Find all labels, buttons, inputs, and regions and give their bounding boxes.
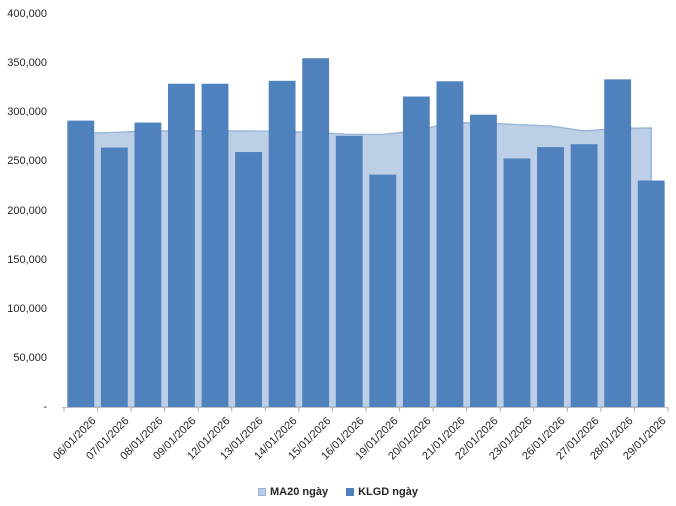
y-axis-label: 250,000	[7, 155, 47, 168]
volume-bar	[503, 158, 531, 407]
volume-bar	[637, 180, 665, 407]
volume-bar	[302, 58, 330, 408]
y-axis-label: 100,000	[7, 302, 47, 315]
volume-bar	[470, 114, 497, 408]
volume-bar	[201, 83, 229, 407]
volume-bar	[67, 120, 95, 407]
y-axis-label: 400,000	[7, 8, 47, 20]
volume-bar	[235, 152, 262, 407]
y-axis-label: 150,000	[7, 253, 47, 266]
volume-bar	[570, 144, 598, 407]
y-axis-label: 200,000	[7, 204, 47, 217]
klgd-legend-label: KLGD ngày	[358, 486, 418, 498]
volume-bar	[134, 122, 162, 407]
volume-bar	[436, 81, 464, 408]
volume-bar	[335, 135, 363, 407]
volume-bar	[268, 80, 296, 407]
y-axis-label: 300,000	[7, 106, 47, 119]
ma20-legend-swatch	[258, 488, 266, 496]
chart-legend: MA20 ngày KLGD ngày	[0, 486, 676, 498]
volume-bar	[604, 79, 632, 407]
ma20-legend-label: MA20 ngày	[270, 486, 329, 498]
y-axis-label: 50,000	[13, 351, 47, 364]
ma20-area	[80, 121, 652, 408]
volume-bar	[100, 147, 128, 407]
y-axis-label: 350,000	[7, 57, 47, 70]
volume-bar	[369, 174, 397, 407]
legend-item-ma20: MA20 ngày	[258, 486, 328, 498]
volume-bar	[537, 147, 564, 407]
volume-bar	[168, 83, 195, 407]
klgd-legend-swatch	[346, 488, 355, 496]
legend-item-klgd: KLGD ngày	[346, 486, 418, 498]
chart-canvas	[62, 58, 669, 412]
y-axis-label: -	[43, 401, 47, 413]
volume-bar	[402, 96, 430, 407]
